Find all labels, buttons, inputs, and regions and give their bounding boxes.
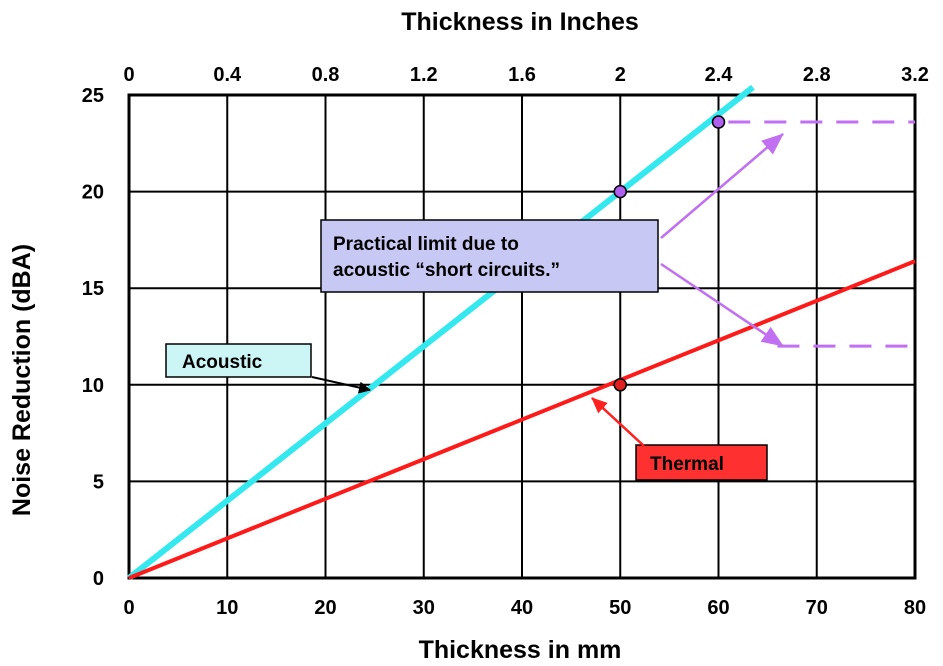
x2-tick-label-6: 2.4	[705, 64, 734, 86]
thermal-annotation: Thermal	[591, 397, 768, 481]
thermal-label-box	[635, 444, 768, 481]
y-tick-label-4: 20	[82, 182, 104, 204]
x-tick-label-0: 0	[123, 597, 134, 619]
x-tick-label-1: 10	[216, 597, 238, 619]
marker-point-2	[613, 378, 627, 392]
x-tick-label-2: 20	[314, 597, 336, 619]
x-tick-label-5: 50	[609, 597, 631, 619]
x-tick-label-7: 70	[806, 597, 828, 619]
x2-tick-label-5: 2	[615, 64, 626, 86]
acoustic-label: Acoustic	[182, 352, 263, 373]
acoustic-label-box	[165, 343, 312, 378]
practical-limit-annotation: Practical limit due to acoustic “short c…	[320, 133, 784, 348]
acoustic-arrow	[311, 376, 371, 394]
series-lines	[127, 84, 916, 581]
y-tick-label-0: 0	[93, 568, 104, 590]
practical-limit-arrow-upper	[660, 133, 784, 239]
x-tick-label-4: 40	[511, 597, 533, 619]
tick-labels: 0 10 20 30 40 50 60 70 800 0.4 0.8 1.2 1.6 2 2.4 2.8 3.2…	[82, 64, 929, 619]
x-tick-label-3: 30	[413, 597, 435, 619]
practical-limit-box	[320, 219, 659, 293]
thermal-label: Thermal	[650, 454, 724, 475]
grid	[127, 93, 917, 580]
y-axis-title: Noise Reduction (dBA)	[8, 244, 36, 516]
practical-limit-line-2: acoustic “short circuits.”	[333, 260, 560, 281]
limit-lines	[728, 120, 915, 348]
x2-tick-label-8: 3.2	[901, 64, 929, 86]
y-tick-label-2: 10	[82, 375, 104, 397]
x-tick-label-8: 80	[904, 597, 926, 619]
x2-tick-label-0: 0	[123, 64, 134, 86]
y-tick-label-1: 5	[93, 471, 104, 493]
marker-point-1	[711, 115, 726, 129]
x-axis-title: Thickness in mm	[419, 636, 622, 664]
acoustic-annotation: Acoustic	[165, 343, 371, 394]
x2-axis-title: Thickness in Inches	[401, 8, 639, 36]
x2-tick-label-7: 2.8	[803, 64, 831, 86]
y-tick-label-3: 15	[82, 278, 104, 300]
markers	[613, 115, 726, 392]
x-tick-label-6: 60	[707, 597, 729, 619]
x2-tick-label-1: 0.4	[213, 64, 242, 86]
thermal-arrow	[591, 397, 645, 447]
practical-limit-arrow-lower	[660, 262, 784, 348]
series-line-thermal	[128, 259, 916, 580]
plot-frame	[127, 93, 917, 580]
x2-tick-label-4: 1.6	[508, 64, 536, 86]
marker-point-0	[613, 184, 627, 199]
practical-limit-line-1: Practical limit due to	[333, 234, 519, 255]
x2-tick-label-3: 1.2	[410, 64, 438, 86]
x2-tick-label-2: 0.8	[312, 64, 340, 86]
series-line-acoustic	[127, 84, 755, 581]
y-tick-label-5: 25	[82, 85, 104, 107]
